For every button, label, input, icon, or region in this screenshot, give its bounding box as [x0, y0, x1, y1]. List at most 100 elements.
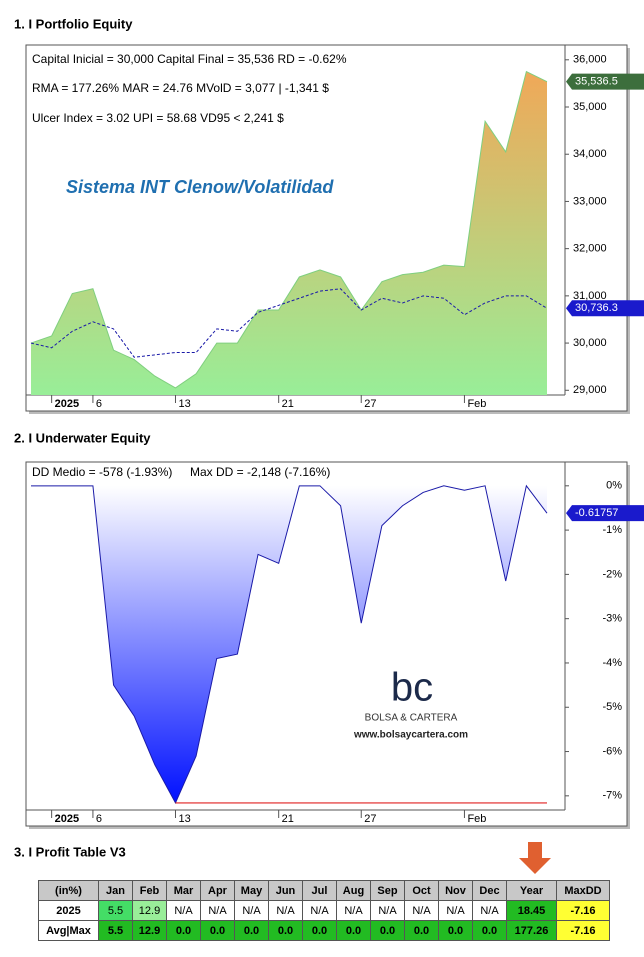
- y-tick-label: 30,000: [573, 337, 607, 349]
- y-tick-label: 0%: [606, 480, 622, 492]
- x-tick-label: Feb: [467, 398, 486, 410]
- cell: 5.5: [98, 900, 133, 921]
- header-cell: MaxDD: [556, 880, 610, 901]
- x-tick-label: 6: [96, 813, 102, 825]
- cell: -7.16: [556, 900, 610, 921]
- area: [31, 485, 547, 803]
- line: [30, 70, 548, 389]
- y-tick-label: -3%: [602, 613, 622, 625]
- annotation: Max DD = -2,148 (-7.16%): [190, 465, 330, 479]
- watermark-logo: bc: [391, 666, 433, 710]
- y-tick-label: 32,000: [573, 243, 607, 255]
- chart-title: 1. I Portfolio Equity: [14, 16, 133, 31]
- y-tick-label: -7%: [602, 790, 622, 802]
- line: [30, 288, 548, 358]
- value-label-box: [566, 300, 644, 317]
- cell: 177.26: [506, 920, 557, 941]
- header-cell: (in%): [38, 880, 99, 901]
- chart-title: 2. I Underwater Equity: [14, 430, 151, 445]
- x-tick-label: 6: [96, 398, 102, 410]
- profit-table: (in%) Jan Feb Mar Apr May Jun Jul Aug Sep Oct Nov De…: [38, 880, 610, 941]
- cell: 0.0: [268, 920, 303, 941]
- x-tick-label: 27: [364, 398, 376, 410]
- cell: N/A: [472, 900, 507, 921]
- annotation: Capital Inicial = 30,000 Capital Final =…: [32, 52, 347, 66]
- cell: 12.9: [132, 900, 167, 921]
- y-tick-label: 33,000: [573, 195, 607, 207]
- cell: 0.0: [302, 920, 337, 941]
- y-tick-label: 35,000: [573, 101, 607, 113]
- value-label: 30,736.3: [575, 302, 618, 314]
- cell: 0.0: [438, 920, 473, 941]
- cell: 2025: [38, 900, 99, 921]
- y-tick-label: -1%: [602, 524, 622, 536]
- header-cell: May: [234, 880, 269, 901]
- header-cell: Oct: [404, 880, 439, 901]
- cell: N/A: [370, 900, 405, 921]
- y-tick-label: 31,000: [573, 290, 607, 302]
- cell: N/A: [438, 900, 473, 921]
- header-row: (in%) Jan Feb Mar Apr May Jun Jul Aug Sep Oct Nov De…: [38, 880, 610, 901]
- cell: N/A: [166, 900, 201, 921]
- annotation: RMA = 177.26% MAR = 24.76 MVolD = 3,077 …: [32, 81, 329, 95]
- x-tick-label: Feb: [467, 813, 486, 825]
- line: [31, 484, 548, 805]
- x-tick-label: 13: [178, 398, 190, 410]
- value-label: -0.61757: [575, 507, 618, 519]
- header-cell: Year: [506, 880, 557, 901]
- y-tick-label: -2%: [602, 568, 622, 580]
- watermark-url: www.bolsaycartera.com: [353, 730, 468, 741]
- cell: N/A: [268, 900, 303, 921]
- x-tick-label: 13: [178, 813, 190, 825]
- value-label-box: [566, 505, 644, 522]
- cell: 0.0: [166, 920, 201, 941]
- header-cell: Jan: [98, 880, 133, 901]
- cell: 0.0: [336, 920, 371, 941]
- subtitle: Sistema INT Clenow/Volatilidad: [66, 177, 334, 197]
- header-cell: Aug: [336, 880, 371, 901]
- y-tick-label: 34,000: [573, 148, 607, 160]
- y-tick-label: -5%: [602, 701, 622, 713]
- cell: 0.0: [200, 920, 235, 941]
- row: 2025 5.5 12.9 N/A N/A N/A N/A N/A N/A N/A N/A N/A N/…: [38, 900, 610, 921]
- cell: N/A: [404, 900, 439, 921]
- header-cell: Sep: [370, 880, 405, 901]
- header-cell: Nov: [438, 880, 473, 901]
- y-tick-label: 29,000: [573, 384, 607, 396]
- cell: 0.0: [472, 920, 507, 941]
- cell: -7.16: [556, 920, 610, 941]
- x-tick-label: 2025: [55, 398, 79, 410]
- value-label-box: [566, 73, 644, 90]
- header-cell: Dec: [472, 880, 507, 901]
- x-tick-label: 27: [364, 813, 376, 825]
- cell: 0.0: [234, 920, 269, 941]
- cell: 0.0: [404, 920, 439, 941]
- cell: N/A: [234, 900, 269, 921]
- arrow: [519, 842, 551, 874]
- x-tick-label: 21: [282, 813, 294, 825]
- y-tick-label: -4%: [602, 657, 622, 669]
- watermark-name: BOLSA & CARTERA: [365, 713, 458, 724]
- cell: 12.9: [132, 920, 167, 941]
- cell: 0.0: [370, 920, 405, 941]
- cell: N/A: [200, 900, 235, 921]
- header-cell: Feb: [132, 880, 167, 901]
- area: [31, 71, 547, 396]
- row: Avg|Max 5.5 12.9 0.0 0.0 0.0 0.0 0.0 0.0 0.0 0.0 0.…: [38, 920, 610, 941]
- y-tick-label: 36,000: [573, 54, 607, 66]
- cell: 5.5: [98, 920, 133, 941]
- cell: 18.45: [506, 900, 557, 921]
- y-tick-label: -6%: [602, 745, 622, 757]
- cell: N/A: [336, 900, 371, 921]
- annotation: DD Medio = -578 (-1.93%): [32, 465, 172, 479]
- header-cell: Jun: [268, 880, 303, 901]
- value-label: 35,536.5: [575, 76, 618, 88]
- header-cell: Apr: [200, 880, 235, 901]
- header-cell: Jul: [302, 880, 337, 901]
- header-cell: Mar: [166, 880, 201, 901]
- x-tick-label: 2025: [55, 813, 79, 825]
- x-tick-label: 21: [282, 398, 294, 410]
- annotation: Ulcer Index = 3.02 UPI = 58.68 VD95 < 2,…: [32, 111, 284, 125]
